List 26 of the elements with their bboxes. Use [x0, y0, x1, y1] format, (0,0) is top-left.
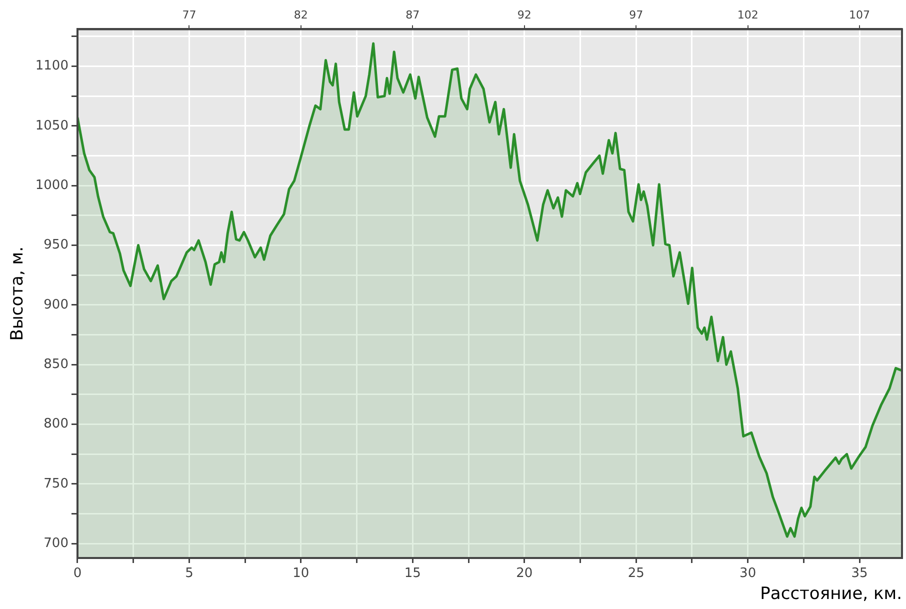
- y-tick-label: 750: [44, 476, 68, 492]
- x-axis-title: Расстояние, км.: [760, 584, 902, 604]
- y-axis-title: Высота, м.: [8, 246, 28, 341]
- x2-tick-label: 82: [294, 8, 308, 22]
- y-tick-label: 1100: [35, 58, 68, 74]
- y-tick-label: 1050: [35, 118, 68, 134]
- y-tick-label: 800: [44, 416, 68, 432]
- y-tick-label: 900: [44, 297, 68, 312]
- x-tick-label: 10: [292, 566, 310, 582]
- x2-tick-label: 107: [849, 8, 870, 22]
- y-tick-label: 700: [44, 536, 68, 552]
- x-tick-label: 30: [740, 566, 756, 582]
- x2-tick-label: 92: [517, 8, 532, 22]
- x2-tick-label: 97: [629, 8, 644, 22]
- x2-tick-label: 77: [182, 8, 196, 22]
- x-tick-label: 35: [851, 566, 868, 582]
- y-tick-label: 950: [44, 238, 68, 253]
- x-tick-label: 15: [404, 566, 421, 582]
- y-tick-label: 1000: [35, 178, 68, 193]
- x-tick-label: 5: [185, 566, 194, 582]
- x2-tick-label: 102: [737, 8, 758, 22]
- x2-tick-label: 87: [406, 8, 420, 22]
- x-tick-label: 20: [516, 566, 533, 582]
- y-tick-label: 850: [44, 357, 68, 372]
- x-tick-label: 25: [628, 566, 644, 582]
- x-tick-label: 0: [73, 566, 82, 582]
